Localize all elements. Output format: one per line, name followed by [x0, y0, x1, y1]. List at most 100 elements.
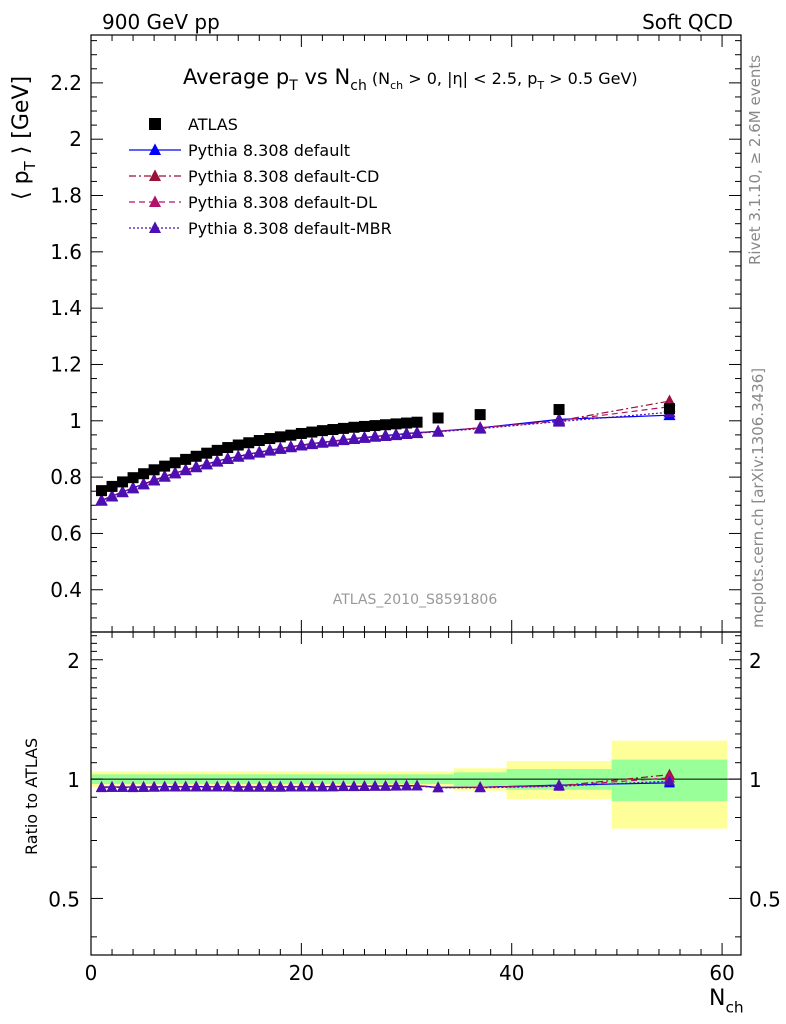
data-point: [95, 494, 108, 506]
ratio-point: [411, 779, 423, 791]
data-point: [190, 460, 203, 473]
ratio-y-tick-label-right: 0.5: [749, 887, 781, 911]
legend-label: Pythia 8.308 default-CD: [188, 167, 379, 186]
data-point: [552, 415, 566, 427]
data-point: [180, 453, 192, 465]
x-tick-label: 0: [85, 961, 98, 985]
data-point: [201, 447, 213, 459]
data-point: [169, 466, 182, 479]
data-point: [253, 435, 265, 447]
data-point: [137, 477, 150, 490]
ratio-point: [222, 781, 234, 792]
y-tick-label: 1.2: [50, 352, 82, 376]
data-point: [221, 452, 234, 465]
data-point: [337, 422, 349, 434]
y-tick-label: 0.6: [50, 521, 82, 545]
data-point: [474, 422, 487, 434]
ratio-point: [358, 780, 370, 791]
ratio-y-tick-label: 2: [67, 649, 80, 673]
data-point: [411, 416, 423, 428]
data-point: [474, 409, 486, 421]
data-point: [295, 427, 307, 439]
ratio-point: [295, 781, 307, 792]
data-point: [105, 489, 119, 502]
data-point: [358, 431, 371, 443]
ratio-point: [327, 780, 339, 792]
legend-entry: Pythia 8.308 default-CD: [129, 167, 379, 186]
data-point: [379, 429, 392, 441]
ratio-frame: [90, 631, 742, 956]
data-point: [337, 433, 350, 446]
ratio-point: [306, 781, 318, 792]
data-point: [263, 444, 276, 456]
ratio-point: [390, 780, 402, 791]
x-tick-label: 40: [499, 961, 524, 985]
ratio-point: [211, 781, 223, 792]
data-point: [326, 435, 339, 447]
legend-marker: [149, 118, 161, 130]
y-tick-label: 0.8: [50, 465, 82, 489]
ratio-y-tick-label: 1: [67, 768, 80, 792]
main-panel: 0.4 0.6 0.8 1 1.2 1.4 1.6 1.8 2 2.2 ATLAS_2010_S85…: [50, 34, 742, 633]
data-point: [316, 436, 329, 448]
ratio-point: [553, 780, 565, 791]
header-left: 900 GeV pp: [102, 10, 220, 34]
y-tick-label: 1.4: [50, 296, 82, 320]
data-point: [274, 442, 287, 454]
data-point: [285, 429, 297, 441]
x-tick-label: 60: [709, 961, 734, 985]
data-point: [663, 403, 675, 415]
ratio-point: [106, 781, 118, 792]
ratio-y-tick-label-right: 2: [749, 649, 762, 673]
ratio-point: [663, 775, 675, 786]
legend-marker: [148, 169, 162, 181]
data-point: [379, 419, 391, 431]
data-point: [211, 444, 223, 456]
data-point: [138, 468, 150, 480]
data-point: [96, 485, 108, 497]
ratio-point: [253, 781, 265, 792]
data-point: [117, 476, 129, 488]
side-label-mcplots: mcplots.cern.ch [arXiv:1306.3436]: [749, 368, 767, 628]
ratio-point: [274, 781, 286, 792]
ratio-point: [96, 781, 108, 793]
legend-entry: Pythia 8.308 default-MBR: [129, 219, 392, 238]
data-point: [127, 472, 139, 484]
data-point: [253, 446, 266, 458]
legend-label: ATLAS: [188, 115, 238, 134]
ratio-point: [337, 780, 349, 792]
ratio-series: [96, 768, 675, 793]
data-point: [232, 450, 245, 462]
ratio-point: [138, 781, 150, 792]
data-point: [390, 418, 402, 430]
data-point: [316, 425, 328, 437]
data-point: [148, 473, 161, 486]
legend-label: Pythia 8.308 default-DL: [188, 193, 377, 212]
ratio-point: [316, 781, 328, 792]
ratio-point: [474, 781, 486, 793]
ratio-point: [243, 781, 255, 792]
titles: Average pT vs Nch (Nch > 0, |η| < 2.5, p…: [9, 65, 744, 1017]
ratio-point: [348, 780, 360, 792]
y-tick-label: 1.8: [50, 184, 82, 208]
ratio-point: [117, 781, 129, 792]
data-point: [243, 437, 255, 449]
legend-label: Pythia 8.308 default: [188, 141, 350, 160]
header-right: Soft QCD: [642, 10, 733, 34]
series-line: [101, 400, 670, 502]
data-point: [400, 427, 413, 439]
ratio-point: [401, 779, 413, 791]
data-point: [305, 437, 318, 450]
ratio-y-tick-label-right: 1: [749, 768, 762, 792]
ratio-point: [264, 781, 276, 792]
data-point: [306, 426, 318, 438]
y-tick-label: 0.4: [50, 578, 82, 602]
ratio-panel: 0.5 0.5 1 1 2 2: [48, 631, 781, 956]
side-label-rivet: Rivet 3.1.10, ≥ 2.6M events: [746, 55, 764, 265]
ratio-point: [190, 781, 202, 792]
legend-marker: [148, 221, 162, 233]
ratio-point: [285, 781, 297, 792]
ratio-point: [148, 781, 160, 792]
legend-entry: Pythia 8.308 default-DL: [129, 193, 377, 212]
